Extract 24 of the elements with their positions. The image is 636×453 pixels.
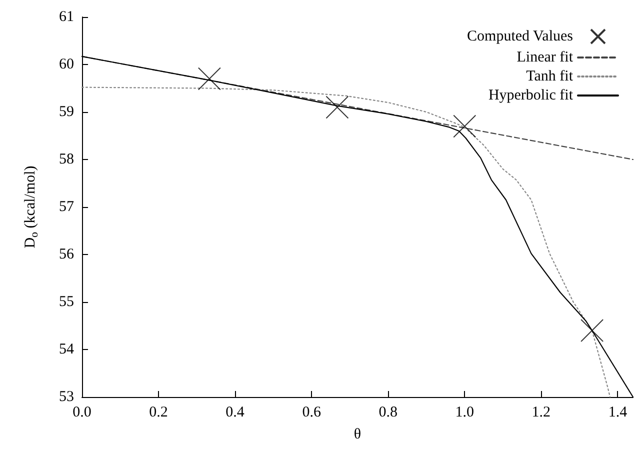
y-tick-label: 58 (59, 152, 74, 168)
legend-label: Tanh fit (526, 68, 574, 84)
x-axis-title: θ (354, 426, 362, 442)
y-tick-label: 59 (59, 104, 74, 120)
y-axis-title: Do (kcal/mol) (22, 166, 40, 248)
x-tick-label: 0.2 (149, 404, 168, 420)
y-tick-label: 55 (59, 294, 74, 310)
x-tick-label: 0.6 (302, 404, 322, 420)
point (198, 67, 221, 90)
legend-label: Hyperbolic fit (488, 88, 574, 104)
y-tick-label: 56 (59, 246, 74, 262)
legend-label: Linear fit (516, 50, 574, 66)
x-tick-label: 1.4 (608, 404, 628, 420)
x-tick-label: 1.2 (532, 404, 551, 420)
x-tick-label: 0.4 (226, 404, 245, 420)
y-tick-label: 60 (59, 56, 74, 72)
x-tick-label: 0.0 (72, 404, 92, 420)
legend-label: Computed Values (467, 28, 574, 44)
y-tick-label: 57 (59, 199, 74, 215)
y-tick-label: 61 (59, 9, 74, 25)
x-tick-label: 0.8 (378, 404, 398, 420)
x-tick-label: 1.0 (455, 404, 474, 420)
y-tick-label: 54 (59, 342, 74, 358)
y-tick-label: 53 (59, 389, 74, 405)
